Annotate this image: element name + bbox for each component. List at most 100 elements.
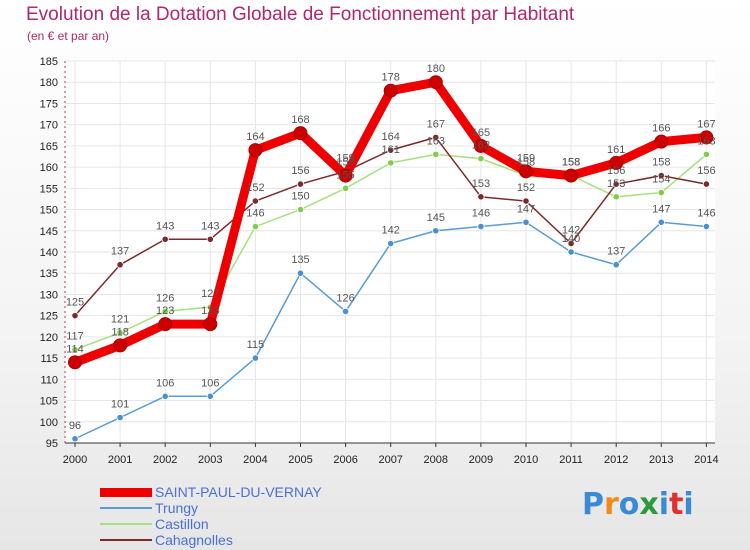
data-point-trungy (522, 218, 530, 226)
data-point-castillon (702, 150, 711, 158)
data-point-castillon (657, 188, 665, 197)
data-label-castillon: 158 (562, 157, 580, 169)
legend-swatch (100, 507, 152, 509)
data-point-trungy (657, 218, 665, 226)
data-label-cahagnolles: 159 (336, 152, 354, 164)
data-point-saint-paul-du-vernay (338, 168, 353, 183)
legend-swatch (100, 487, 152, 497)
x-tick-label: 2000 (63, 454, 87, 466)
data-label-trungy: 115 (247, 339, 265, 351)
data-label-saint-paul-du-vernay: 161 (607, 144, 625, 156)
y-tick-label: 185 (40, 56, 58, 68)
y-tick-label: 95 (46, 438, 58, 450)
x-tick-label: 2011 (559, 454, 583, 466)
data-label-trungy: 142 (382, 225, 400, 237)
data-label-castillon: 121 (111, 314, 129, 326)
y-tick-label: 160 (40, 162, 58, 174)
data-label-cahagnolles: 164 (382, 131, 400, 143)
data-point-saint-paul-du-vernay (428, 75, 443, 90)
data-label-castillon: 153 (607, 178, 625, 190)
legend-label: Cahagnolles (155, 532, 233, 548)
y-tick-label: 115 (40, 353, 58, 365)
data-label-cahagnolles: 167 (427, 118, 445, 130)
data-point-trungy (116, 413, 124, 422)
data-point-trungy (387, 239, 395, 248)
data-point-saint-paul-du-vernay (293, 126, 308, 141)
logo-letter: r (604, 487, 619, 522)
data-point-castillon (612, 193, 620, 201)
y-tick-label: 165 (40, 141, 58, 153)
data-label-castillon: 146 (246, 208, 264, 220)
data-label-cahagnolles: 152 (246, 182, 264, 194)
x-tick-label: 2005 (288, 454, 312, 466)
legend-label: Castillon (155, 516, 209, 532)
data-point-trungy (477, 222, 485, 231)
data-label-castillon: 117 (66, 331, 84, 343)
data-label-cahagnolles: 156 (607, 165, 625, 177)
data-point-saint-paul-du-vernay (68, 355, 82, 370)
data-label-saint-paul-du-vernay: 167 (697, 118, 715, 130)
data-point-trungy (296, 269, 305, 277)
x-tick-label: 2006 (333, 454, 357, 466)
data-point-cahagnolles (657, 172, 665, 180)
data-label-castillon: 155 (336, 169, 354, 181)
data-point-trungy (206, 392, 214, 400)
data-label-saint-paul-du-vernay: 178 (382, 72, 400, 84)
data-point-saint-paul-du-vernay (383, 83, 398, 98)
data-point-cahagnolles (567, 239, 575, 248)
data-label-trungy: 147 (517, 203, 535, 215)
y-tick-label: 130 (40, 289, 58, 301)
x-tick-label: 2010 (514, 454, 538, 466)
data-point-cahagnolles (432, 133, 440, 141)
data-point-cahagnolles (702, 180, 711, 188)
data-label-trungy: 145 (427, 212, 445, 224)
data-label-trungy: 101 (111, 399, 129, 411)
legend-label: SAINT-PAUL-DU-VERNAY (155, 484, 322, 500)
data-point-trungy (567, 248, 575, 256)
legend: SAINT-PAUL-DU-VERNAY Trungy Castillon Cahag… (100, 484, 322, 548)
data-label-trungy: 146 (472, 208, 490, 220)
data-point-saint-paul-du-vernay (203, 317, 218, 332)
x-tick-label: 2013 (649, 454, 673, 466)
data-point-trungy (251, 354, 259, 362)
data-label-trungy: 126 (336, 292, 354, 304)
data-label-castillon: 161 (382, 144, 400, 156)
data-label-saint-paul-du-vernay: 114 (66, 343, 84, 355)
data-point-castillon (116, 329, 124, 337)
data-label-saint-paul-du-vernay: 166 (652, 123, 670, 135)
x-tick-label: 2002 (153, 454, 177, 466)
data-label-saint-paul-du-vernay: 159 (517, 152, 535, 164)
data-label-saint-paul-du-vernay: 123 (201, 305, 219, 317)
data-label-cahagnolles: 156 (697, 165, 715, 177)
data-label-castillon: 163 (427, 135, 445, 147)
data-label-castillon: 163 (697, 135, 715, 147)
data-point-cahagnolles (522, 197, 530, 205)
x-tick-label: 2004 (243, 454, 267, 466)
data-point-saint-paul-du-vernay (158, 317, 173, 332)
data-label-cahagnolles: 143 (156, 220, 174, 232)
y-tick-label: 120 (40, 332, 58, 344)
chart-title: Evolution de la Dotation Globale de Fonc… (26, 4, 575, 25)
data-point-saint-paul-du-vernay (248, 143, 263, 158)
data-label-saint-paul-du-vernay: 158 (562, 157, 580, 169)
legend-item: Trungy (100, 500, 322, 516)
data-point-saint-paul-du-vernay (519, 164, 533, 179)
data-label-cahagnolles: 158 (652, 157, 670, 169)
data-label-cahagnolles: 156 (291, 165, 309, 177)
data-label-castillon: 150 (291, 191, 309, 203)
data-label-castillon: 154 (652, 174, 670, 186)
data-label-saint-paul-du-vernay: 123 (156, 305, 174, 317)
data-label-castillon: 162 (472, 140, 490, 152)
data-point-saint-paul-du-vernay (699, 130, 714, 145)
data-label-trungy: 137 (607, 246, 625, 258)
data-label-cahagnolles: 153 (472, 178, 490, 190)
data-point-saint-paul-du-vernay (113, 338, 128, 353)
data-point-castillon (432, 150, 440, 158)
y-tick-label: 155 (40, 183, 58, 195)
x-tick-label: 2014 (694, 454, 718, 466)
y-tick-label: 140 (40, 247, 58, 259)
data-label-trungy: 147 (652, 203, 670, 215)
chart-subtitle: (en € et par an) (27, 29, 110, 43)
